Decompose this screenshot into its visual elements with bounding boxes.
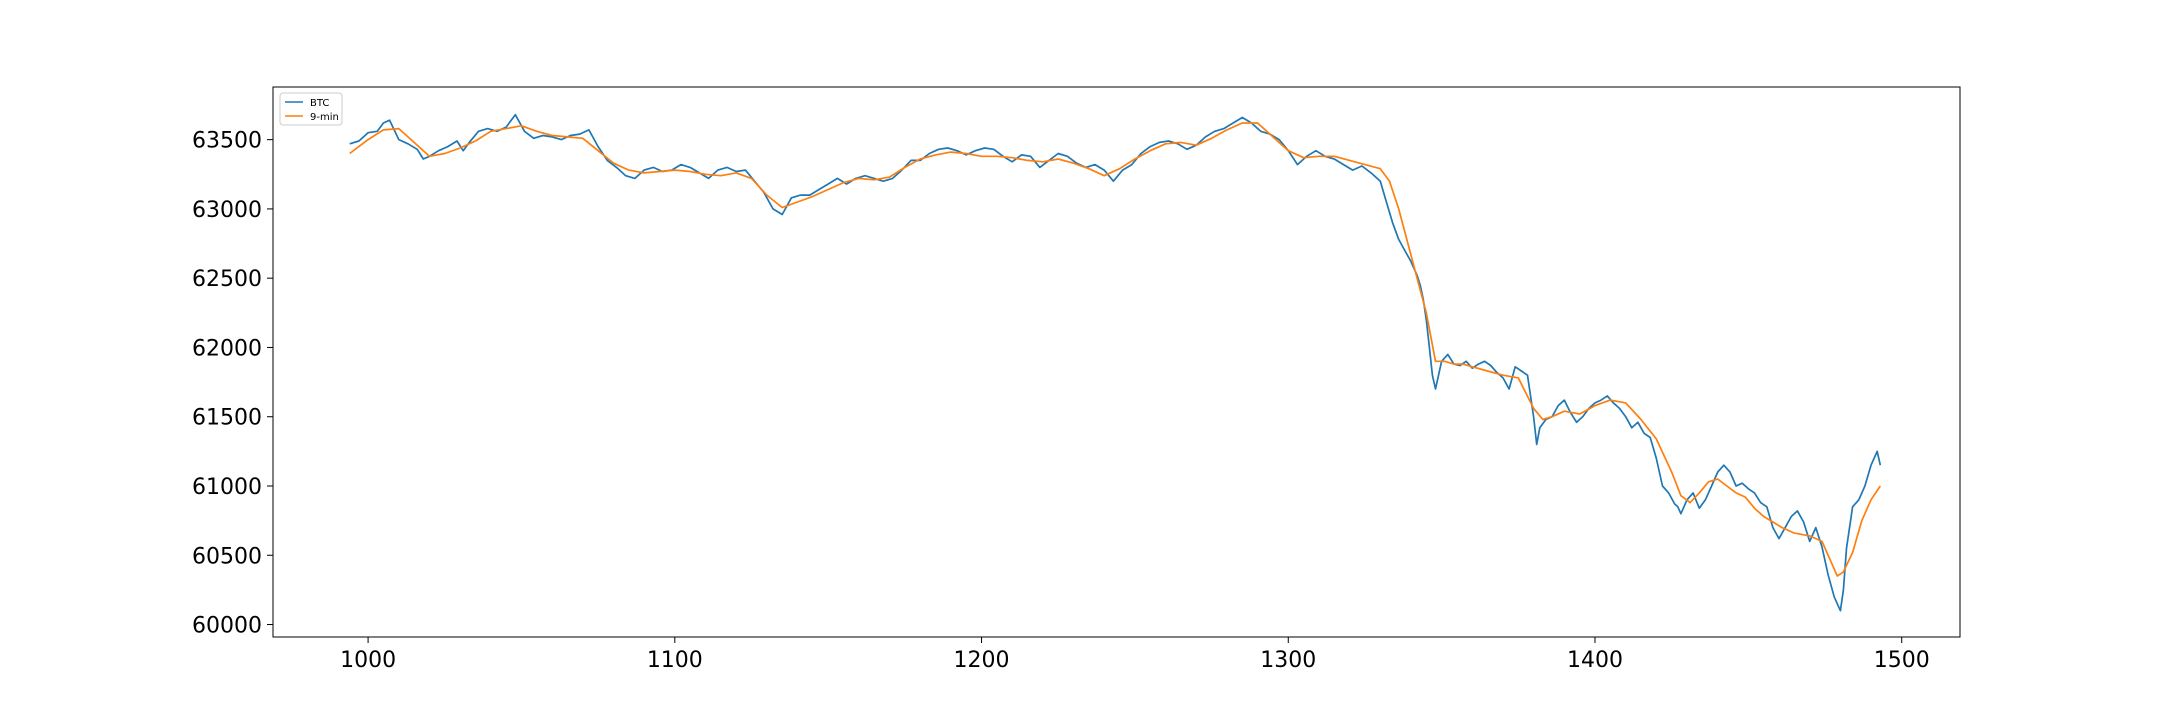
x-tick-label: 1500 <box>1874 648 1930 673</box>
legend-box <box>279 92 343 126</box>
series-line-9-min <box>349 122 1882 577</box>
y-tick-label: 63500 <box>192 129 262 154</box>
y-axis: 60000 60500 61000 61500 62000 62500 63000 63500 <box>192 129 273 639</box>
y-tick-label: 62000 <box>192 336 262 361</box>
x-tick-label: 1000 <box>340 648 396 673</box>
legend: BTC 9-min <box>279 92 343 126</box>
series-line-btc <box>349 113 1882 612</box>
x-tick-label: 1300 <box>1260 648 1316 673</box>
y-tick-label: 62500 <box>192 267 262 292</box>
series-layer <box>349 113 1882 612</box>
legend-label-9-min: 9-min <box>310 112 339 123</box>
x-tick-label: 1400 <box>1567 648 1623 673</box>
x-tick-label: 1100 <box>647 648 703 673</box>
plot-frame <box>272 86 1961 638</box>
legend-label-btc: BTC <box>310 98 329 109</box>
y-tick-label: 63000 <box>192 198 262 223</box>
y-tick-label: 60500 <box>192 544 262 569</box>
y-tick-label: 61000 <box>192 475 262 500</box>
y-tick-label: 61500 <box>192 406 262 431</box>
x-tick-label: 1200 <box>954 648 1010 673</box>
x-axis: 1000 1100 1200 1300 1400 1500 <box>340 637 1930 673</box>
y-tick-label: 60000 <box>192 614 262 639</box>
